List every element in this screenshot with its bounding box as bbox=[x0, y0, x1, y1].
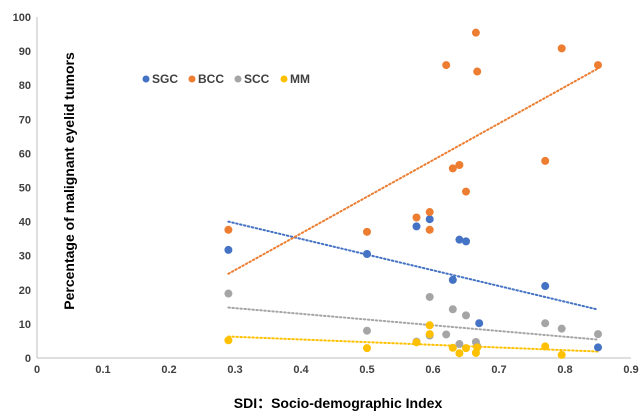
point-mm bbox=[473, 343, 482, 352]
y-tick-label: 90 bbox=[19, 46, 31, 58]
point-sgc bbox=[541, 282, 550, 291]
point-bcc bbox=[462, 187, 470, 196]
y-tick-label: 100 bbox=[13, 12, 31, 24]
x-tick-label: 0.4 bbox=[293, 364, 309, 376]
point-mm bbox=[448, 343, 457, 352]
legend-label-sgc: SGC bbox=[152, 72, 178, 86]
point-scc bbox=[363, 326, 371, 335]
x-tick-label: 0.3 bbox=[227, 364, 242, 376]
y-tick-label: 30 bbox=[19, 251, 31, 263]
y-axis-title: Percentage of malignant eyelid tumors bbox=[61, 52, 77, 310]
point-scc bbox=[448, 305, 457, 314]
point-mm bbox=[557, 350, 566, 359]
point-scc bbox=[224, 289, 233, 298]
y-tick-label: 60 bbox=[19, 148, 31, 160]
point-bcc bbox=[594, 61, 602, 70]
point-scc bbox=[462, 311, 470, 320]
point-sgc bbox=[475, 319, 484, 328]
y-tick-label: 20 bbox=[19, 285, 31, 297]
y-tick-label: 40 bbox=[19, 217, 31, 229]
point-sgc bbox=[448, 275, 457, 284]
axes bbox=[36, 17, 631, 359]
x-tick-labels: 0 0.1 0.2 0.3 0.4 0.5 0.6 0.7 0.8 0.9 bbox=[34, 364, 639, 376]
point-sgc bbox=[425, 215, 434, 224]
point-mm bbox=[425, 321, 434, 330]
legend: SGC BCC SCC MM bbox=[142, 72, 310, 86]
legend-marker-scc bbox=[234, 75, 242, 83]
legend-marker-bcc bbox=[188, 75, 196, 83]
legend-label-mm: MM bbox=[290, 72, 310, 86]
point-scc bbox=[557, 324, 566, 333]
point-bcc bbox=[557, 44, 566, 53]
point-bcc bbox=[442, 61, 451, 70]
trendline-sgc bbox=[227, 220, 599, 311]
point-bcc bbox=[363, 227, 371, 236]
point-bcc bbox=[448, 164, 457, 173]
point-bcc bbox=[425, 208, 434, 217]
point-sgc bbox=[412, 222, 421, 231]
legend-marker-sgc bbox=[142, 75, 150, 83]
x-tick-label: 0.5 bbox=[359, 364, 374, 376]
point-bcc bbox=[425, 225, 434, 234]
point-bcc bbox=[471, 28, 480, 37]
point-mm bbox=[224, 336, 233, 345]
point-bcc bbox=[473, 67, 482, 76]
point-mm bbox=[541, 342, 550, 351]
x-tick-label: 0.1 bbox=[95, 364, 110, 376]
point-sgc bbox=[455, 235, 464, 244]
point-sgc bbox=[363, 249, 371, 258]
x-tick-label: 0.9 bbox=[623, 364, 638, 376]
point-scc bbox=[455, 340, 464, 349]
point-sgc bbox=[462, 237, 470, 246]
point-mm bbox=[462, 344, 470, 353]
point-sgc bbox=[594, 343, 602, 352]
point-scc bbox=[425, 292, 434, 301]
trendline-scc bbox=[227, 306, 599, 341]
point-scc bbox=[442, 330, 451, 339]
point-bcc bbox=[412, 213, 421, 222]
y-tick-label: 50 bbox=[19, 183, 31, 195]
point-mm bbox=[412, 338, 421, 347]
point-mm bbox=[363, 344, 371, 353]
x-tick-label: 0 bbox=[34, 364, 40, 376]
x-tick-label: 0.8 bbox=[557, 364, 572, 376]
y-tick-label: 80 bbox=[19, 80, 31, 92]
trendlines bbox=[227, 67, 599, 353]
legend-label-scc: SCC bbox=[244, 72, 270, 86]
x-tick-label: 0.2 bbox=[161, 364, 176, 376]
x-tick-label: 0.6 bbox=[425, 364, 440, 376]
point-sgc bbox=[224, 245, 233, 254]
y-tick-label: 10 bbox=[19, 319, 31, 331]
x-tick-label: 0.7 bbox=[491, 364, 506, 376]
data-points bbox=[224, 28, 602, 359]
legend-label-bcc: BCC bbox=[198, 72, 224, 86]
legend-marker-mm bbox=[280, 75, 288, 83]
point-mm bbox=[455, 349, 464, 358]
y-tick-labels: 0 10 20 30 40 50 60 70 80 90 100 bbox=[13, 12, 31, 365]
point-scc bbox=[541, 319, 550, 328]
point-scc bbox=[594, 330, 602, 339]
point-mm bbox=[425, 330, 434, 339]
point-bcc bbox=[541, 156, 550, 165]
point-bcc bbox=[224, 225, 233, 234]
y-tick-label: 70 bbox=[19, 114, 31, 126]
x-axis-title: SDI：Socio-demographic Index bbox=[234, 395, 443, 411]
point-bcc bbox=[455, 160, 464, 169]
trendline-bcc bbox=[227, 67, 599, 275]
y-tick-label: 0 bbox=[25, 353, 31, 365]
